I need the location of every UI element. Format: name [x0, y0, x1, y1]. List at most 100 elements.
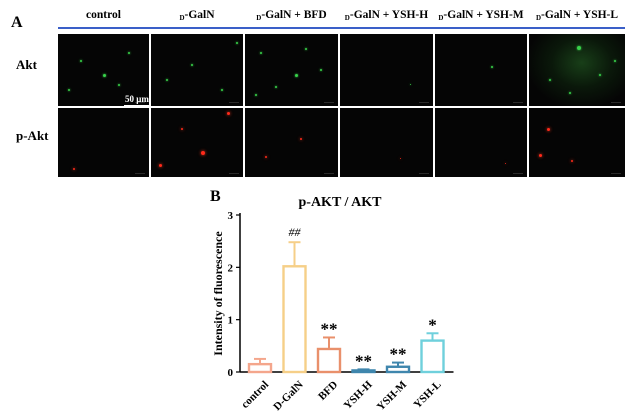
fluorescence-spot	[255, 94, 257, 96]
fluorescence-spot	[265, 156, 267, 158]
column-header-4: D-GalN + YSH-H	[345, 9, 428, 22]
column-header-name: -GalN + YSH-H	[349, 9, 429, 21]
fluorescence-spot	[159, 164, 162, 167]
y-axis-label: Intensity of fluorescence	[211, 231, 225, 356]
panel-a-label: A	[11, 14, 23, 31]
column-header-name: -GalN + YSH-L	[541, 9, 619, 21]
bar-YSH-H	[351, 369, 376, 374]
significance-mark: **	[390, 345, 407, 364]
micrograph-green-4	[340, 34, 433, 106]
bar-BFD	[316, 347, 342, 374]
column-header-name: -GalN	[184, 9, 215, 21]
fluorescence-spot	[128, 52, 130, 54]
significance-mark: **	[321, 319, 338, 338]
y-tick-label: 2	[228, 262, 234, 274]
fluorescence-spot	[614, 60, 616, 62]
micrograph-scale-mark	[229, 102, 239, 103]
fluorescence-spot	[300, 138, 302, 140]
column-header-prefix: D	[256, 14, 262, 22]
x-tick-label: D-GalN	[271, 379, 305, 413]
micrograph-red-5	[435, 108, 527, 177]
fluorescence-spot	[201, 151, 205, 155]
column-header-prefix: D	[535, 14, 542, 22]
fluorescence-spot	[236, 42, 238, 44]
column-header-1: control	[86, 9, 121, 21]
fluorescence-spot	[73, 168, 75, 170]
x-tick-label: control	[239, 379, 271, 411]
x-tick-label: YSH-L	[411, 379, 443, 411]
fluorescence-spot	[491, 66, 493, 68]
fluorescence-spot	[549, 79, 551, 81]
y-tick-label: 3	[228, 210, 234, 222]
chart-title: p-AKT / AKT	[299, 195, 383, 210]
fluorescence-spot	[569, 92, 571, 94]
x-tick-label: BFD	[316, 379, 340, 403]
micrograph-green-3	[245, 34, 338, 106]
micrograph-green-6	[529, 34, 625, 106]
micrograph-scale-mark	[513, 102, 523, 103]
micrograph-red-4	[340, 108, 433, 177]
fluorescence-spot	[539, 154, 542, 157]
bar-YSH-M	[385, 365, 411, 374]
panel-b-label: B	[210, 188, 221, 205]
fluorescence-haze	[529, 34, 625, 106]
fluorescence-spot	[547, 128, 550, 131]
fluorescence-spot	[577, 46, 581, 50]
fluorescence-spot	[103, 74, 106, 77]
y-tick-label: 0	[228, 367, 234, 379]
micrograph-red-6	[529, 108, 625, 177]
micrograph-red-1	[58, 108, 149, 177]
column-header-name: -GalN + BFD	[261, 9, 327, 21]
fluorescence-spot	[221, 89, 223, 91]
micrograph-green-1	[58, 34, 149, 106]
row-label-1: Akt	[16, 57, 37, 72]
micrograph-red-2	[151, 108, 243, 177]
x-tick-label: YSH-M	[375, 378, 410, 413]
fluorescence-spot	[275, 86, 277, 88]
micrograph-scale-mark	[419, 173, 429, 174]
column-header-2: D-GalN	[179, 9, 214, 22]
micrograph-scale-mark	[135, 102, 145, 103]
micrograph-scale-mark	[611, 173, 621, 174]
bar-control	[247, 362, 273, 374]
x-tick-label: YSH-H	[342, 378, 375, 411]
significance-mark: ##	[289, 225, 302, 239]
column-header-6: D-GalN + YSH-L	[536, 9, 618, 22]
row-label-2: p-Akt	[16, 128, 49, 143]
fluorescence-spot	[599, 74, 601, 76]
fluorescence-spot	[68, 89, 70, 91]
fluorescence-spot	[320, 69, 322, 71]
fluorescence-spot	[571, 160, 573, 162]
fluorescence-spot	[80, 60, 82, 62]
micrograph-green-5	[435, 34, 527, 106]
micrograph-scale-mark	[324, 102, 334, 103]
column-header-prefix: D	[179, 14, 185, 22]
bar-D-GalN	[282, 265, 307, 374]
y-tick-label: 1	[228, 315, 234, 327]
column-header-name: control	[86, 9, 121, 21]
micrograph-scale-mark	[324, 173, 334, 174]
micrograph-scale-mark	[419, 102, 429, 103]
column-header-prefix: D	[344, 14, 350, 22]
fluorescence-spot	[260, 52, 262, 54]
fluorescence-spot	[410, 84, 411, 85]
micrograph-red-3	[245, 108, 338, 177]
column-header-3: D-GalN + BFD	[256, 9, 326, 22]
micrograph-scale-mark	[513, 173, 523, 174]
fluorescence-spot	[227, 112, 230, 115]
header-rule	[58, 27, 625, 29]
column-header-5: D-GalN + YSH-M	[438, 9, 523, 22]
significance-mark: **	[355, 351, 372, 370]
column-header-prefix: D	[438, 14, 444, 22]
fluorescence-spot	[505, 163, 506, 164]
micrograph-scale-mark	[611, 102, 621, 103]
significance-mark: *	[428, 315, 437, 334]
fluorescence-spot	[181, 128, 183, 130]
fluorescence-spot	[295, 74, 298, 77]
column-header-name: -GalN + YSH-M	[443, 9, 524, 21]
micrograph-scale-mark	[135, 173, 145, 174]
fluorescence-spot	[166, 79, 168, 81]
micrograph-green-2	[151, 34, 243, 106]
